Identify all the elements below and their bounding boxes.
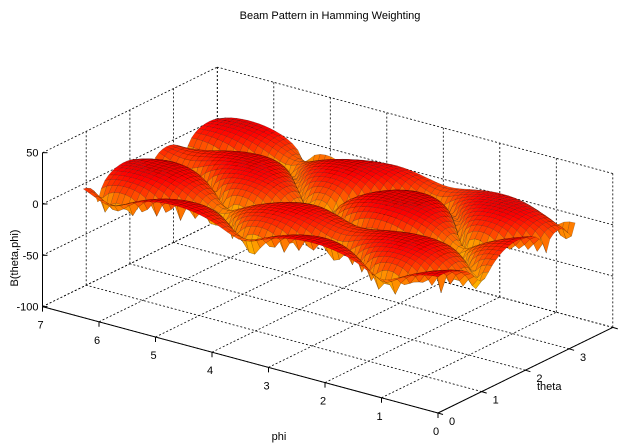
- gridline: [268, 281, 444, 368]
- gridline: [381, 311, 557, 399]
- gridline: [173, 242, 570, 350]
- z-tick-label: 50: [26, 148, 38, 160]
- x-tick-label: 1: [376, 411, 382, 423]
- y-tick-label: 2: [536, 373, 542, 385]
- surface-patch: [432, 273, 442, 277]
- x-tick-label: 4: [207, 365, 213, 377]
- y-axis-label: theta: [537, 381, 562, 393]
- gridline: [42, 66, 218, 154]
- y-tick-label: 0: [449, 416, 455, 428]
- y-tick-label: 3: [580, 352, 586, 364]
- gridline: [98, 235, 274, 323]
- z-tick-label: 0: [32, 199, 38, 211]
- x-axis-label: phi: [272, 431, 287, 443]
- tick: [481, 391, 487, 394]
- x-tick-label: 6: [94, 335, 100, 347]
- surface-plot: [82, 117, 576, 295]
- gridline: [129, 263, 526, 371]
- gridline: [217, 66, 613, 174]
- x-tick-label: 2: [320, 396, 326, 408]
- tick: [437, 412, 444, 415]
- tick: [568, 348, 575, 351]
- z-tick-label: -100: [16, 302, 38, 314]
- x-axis-line: [42, 306, 439, 414]
- x-tick-label: 7: [37, 320, 43, 332]
- x-tick-label: 3: [263, 380, 269, 392]
- gridline: [86, 284, 482, 392]
- x-tick-label: 5: [150, 350, 156, 362]
- tick: [612, 326, 618, 330]
- chart-title: Beam Pattern in Hamming Weighting: [240, 10, 421, 22]
- tick: [525, 369, 531, 373]
- gridline: [211, 266, 387, 353]
- x-tick-label: 0: [433, 426, 439, 438]
- z-axis-label: B(theta,phi): [9, 230, 21, 287]
- z-tick-label: -50: [23, 250, 39, 262]
- y-tick-label: 1: [493, 395, 499, 407]
